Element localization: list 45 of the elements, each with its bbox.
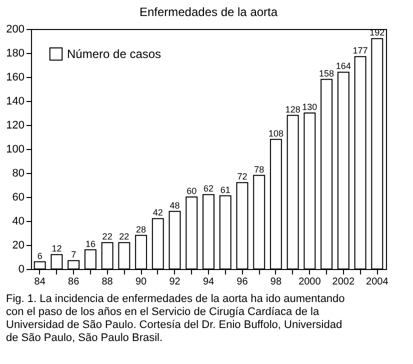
data-label: 6 [37, 250, 42, 261]
legend-label: Número de casos [67, 47, 162, 61]
data-label: 177 [352, 46, 368, 56]
data-label: 164 [336, 61, 351, 72]
x-tick-label: 98 [270, 276, 282, 288]
data-label: 62 [203, 184, 214, 194]
data-label: 158 [319, 68, 334, 78]
y-tick-label: 20 [12, 240, 24, 252]
data-label: 42 [152, 208, 163, 218]
x-tick-label: 2002 [332, 276, 355, 288]
y-tick-label: 0 [18, 264, 24, 276]
data-label: 130 [302, 102, 318, 112]
x-tick-label: 90 [135, 276, 148, 288]
caption: Fig. 1. La incidencia de enfermedades de la aorta ha ido aumentando con el paso de los años en el Servicio de Cirugía Cardíaca de la Universidad de São Paulo. Cortesía del Dr. Enio Buffolo, Universidad de São Paulo, São Paulo Brasil. [6, 293, 345, 344]
chart-title: Enfermedades de la aorta [139, 5, 278, 19]
x-tick-label: 96 [236, 276, 248, 288]
data-label: 60 [186, 186, 197, 196]
y-tick-label: 120 [6, 120, 24, 132]
x-tick-label: 2000 [298, 276, 322, 288]
y-tick-label: 140 [6, 96, 24, 108]
y-tick-label: 80 [12, 168, 24, 180]
data-label: 108 [268, 128, 284, 138]
data-label: 22 [102, 232, 112, 242]
data-label: 16 [85, 238, 96, 249]
data-label: 28 [136, 224, 146, 234]
data-label: 78 [254, 164, 264, 174]
x-tick-label: 2004 [366, 276, 389, 288]
y-tick-label: 60 [12, 192, 24, 204]
y-tick-label: 160 [6, 72, 24, 84]
data-label: 7 [71, 250, 76, 260]
x-tick-label: 86 [68, 276, 80, 288]
x-tick-label: 94 [202, 276, 214, 288]
data-label: 12 [52, 244, 62, 254]
data-label: 48 [170, 200, 180, 210]
y-tick-label: 180 [6, 48, 24, 60]
x-tick-label: 84 [34, 276, 46, 288]
x-tick-label: 92 [169, 276, 181, 288]
x-tick-label: 88 [102, 276, 114, 288]
data-label: 128 [285, 104, 300, 114]
y-tick-label: 100 [6, 144, 24, 156]
data-label: 72 [237, 172, 248, 182]
y-tick-label: 200 [6, 24, 24, 36]
data-label: 22 [119, 232, 130, 242]
y-tick-label: 40 [12, 216, 24, 228]
data-label: 61 [220, 184, 230, 195]
